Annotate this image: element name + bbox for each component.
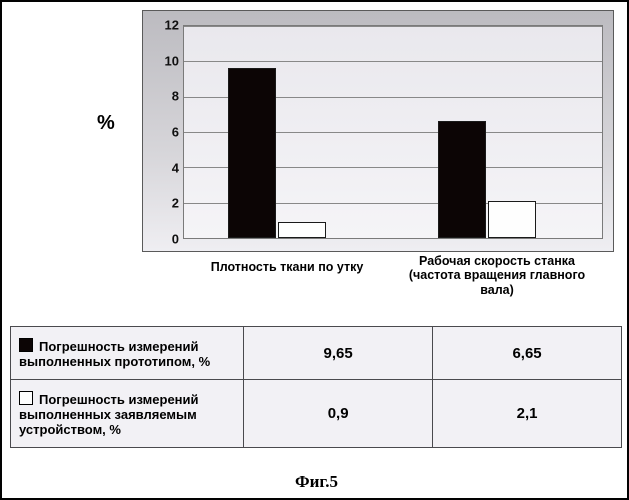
x-label-2: Рабочая скорость станка (частота вращени… xyxy=(392,254,602,297)
ytick-0: 0 xyxy=(143,232,179,247)
ytick-12: 12 xyxy=(143,18,179,33)
ytick-8: 8 xyxy=(143,89,179,104)
x-axis-labels: Плотность ткани по утку Рабочая скорость… xyxy=(182,254,614,324)
table-cell: 0,9 xyxy=(244,380,433,448)
legend-label-prototype: Погрешность измерений выполненных протот… xyxy=(11,327,244,380)
legend-marker-light xyxy=(19,391,33,405)
bar-prototype-cat2 xyxy=(438,121,486,239)
gridline xyxy=(184,61,602,62)
table-row: Погрешность измерений выполненных протот… xyxy=(11,327,622,380)
legend-text: Погрешность измерений выполненных заявля… xyxy=(19,392,199,437)
chart-panel: 12 10 8 6 4 2 0 xyxy=(142,10,614,252)
ytick-6: 6 xyxy=(143,125,179,140)
data-table: Погрешность измерений выполненных протот… xyxy=(10,326,622,448)
y-axis-label: % xyxy=(97,112,115,135)
bar-device-cat1 xyxy=(278,222,326,238)
figure-container: % 12 10 8 6 4 2 0 Плотность ткани по утк… xyxy=(0,0,629,500)
ytick-2: 2 xyxy=(143,196,179,211)
table-cell: 2,1 xyxy=(433,380,622,448)
table-row: Погрешность измерений выполненных заявля… xyxy=(11,380,622,448)
legend-marker-dark xyxy=(19,338,33,352)
bar-prototype-cat1 xyxy=(228,68,276,239)
legend-label-device: Погрешность измерений выполненных заявля… xyxy=(11,380,244,448)
ytick-10: 10 xyxy=(143,53,179,68)
figure-caption: Фиг.5 xyxy=(2,472,629,492)
plot-area xyxy=(183,25,603,239)
table-cell: 9,65 xyxy=(244,327,433,380)
legend-text: Погрешность измерений выполненных протот… xyxy=(19,339,210,369)
ytick-4: 4 xyxy=(143,160,179,175)
gridline xyxy=(184,26,602,27)
x-label-1: Плотность ткани по утку xyxy=(182,260,392,274)
table-cell: 6,65 xyxy=(433,327,622,380)
bar-device-cat2 xyxy=(488,201,536,238)
